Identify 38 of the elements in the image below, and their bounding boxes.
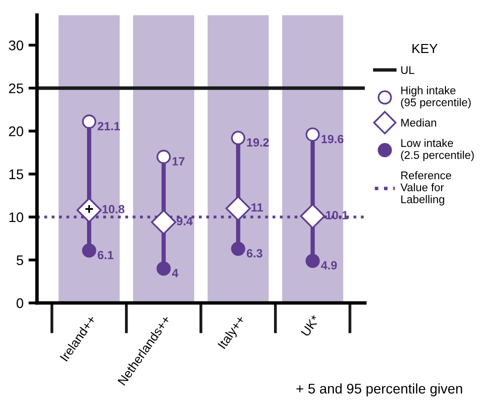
text: + 5 and 95 percentile given bbox=[296, 383, 462, 396]
data-label: 19.6 bbox=[322, 134, 344, 144]
y-tick-label: 5 bbox=[16, 255, 24, 266]
point bbox=[156, 261, 171, 276]
point bbox=[306, 127, 320, 142]
data-label: 4.9 bbox=[321, 261, 337, 270]
data-label: 17 bbox=[172, 157, 184, 166]
point bbox=[151, 210, 176, 235]
y-tick-label: 30 bbox=[8, 40, 24, 50]
point bbox=[76, 198, 102, 223]
legend-label: High intake (95 percentile) bbox=[401, 86, 471, 108]
data-label: 21.1 bbox=[98, 122, 120, 130]
data-label: 6.1 bbox=[98, 250, 114, 260]
data-label: 4 bbox=[172, 269, 178, 278]
legend-title: KEY bbox=[412, 44, 438, 54]
legend-label: Reference Value for Labelling bbox=[400, 171, 452, 206]
data-label: 19.2 bbox=[247, 138, 269, 147]
point bbox=[300, 204, 326, 229]
point bbox=[156, 150, 171, 164]
y-tick-label: 25 bbox=[9, 83, 24, 94]
data-label: 11 bbox=[252, 203, 263, 212]
legend-label: Median bbox=[401, 118, 436, 127]
y-tick-label: 0 bbox=[16, 298, 24, 308]
point bbox=[226, 196, 251, 222]
point bbox=[82, 243, 96, 258]
x-tick-label: UK* bbox=[300, 314, 320, 337]
point bbox=[82, 114, 96, 129]
data-label: 9.4 bbox=[176, 216, 193, 226]
y-tick-label: 10 bbox=[9, 212, 24, 222]
data-label: 6.3 bbox=[246, 249, 262, 258]
y-tick-label: 15 bbox=[9, 170, 24, 180]
annotation: + bbox=[85, 205, 93, 213]
y-tick-label: 20 bbox=[9, 126, 24, 136]
legend-label: Low intake (2.5 percentile) bbox=[401, 138, 474, 162]
point bbox=[231, 130, 246, 146]
legend-label: UL bbox=[401, 66, 414, 74]
point bbox=[306, 254, 320, 268]
point bbox=[231, 242, 246, 256]
